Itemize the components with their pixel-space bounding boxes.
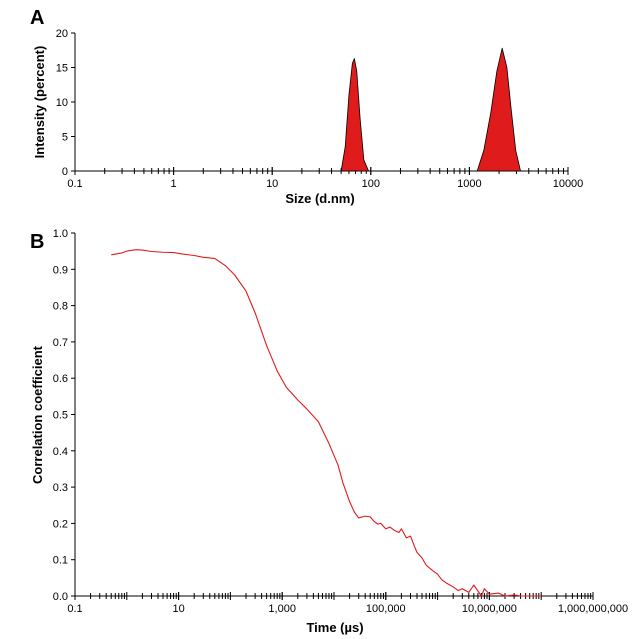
panel-a-label: A <box>30 7 44 29</box>
panel-b-x-axis-title: Time (µs) <box>306 620 363 635</box>
x-tick-label: 10 <box>172 603 184 615</box>
x-tick-label: 10000 <box>553 178 584 190</box>
y-tick-label: 0.7 <box>53 337 68 349</box>
panel-a-chart: 0 5 10 15 20 0.1 1 10 100 1000 10000 <box>56 28 584 190</box>
y-tick-label: 0.1 <box>53 555 68 567</box>
panel-b-label: B <box>30 231 44 253</box>
y-tick-label: 0 <box>62 166 68 178</box>
x-tick-label: 0.1 <box>67 178 82 190</box>
x-tick-label: 100,000 <box>366 603 406 615</box>
x-tick-label: 1000 <box>457 178 481 190</box>
y-tick-label: 0.0 <box>53 591 68 603</box>
y-tick-label: 0.8 <box>53 301 68 313</box>
panel-a-x-axis-title: Size (d.nm) <box>285 191 354 206</box>
y-tick-label: 0.4 <box>53 446 68 458</box>
x-tick-label: 10 <box>266 178 278 190</box>
y-tick-label: 1.0 <box>53 228 68 240</box>
size-distribution-peak-1 <box>340 58 370 172</box>
x-tick-label: 100 <box>362 178 380 190</box>
x-tick-label: 1,000 <box>268 603 296 615</box>
y-tick-label: 0.6 <box>53 373 68 385</box>
y-tick-label: 0.9 <box>53 264 68 276</box>
x-tick-label: 10,000,000 <box>462 603 517 615</box>
y-tick-label: 0.5 <box>53 410 68 422</box>
correlation-curve <box>111 249 542 597</box>
y-tick-label: 20 <box>56 28 68 40</box>
panel-a-y-axis-title: Intensity (percent) <box>32 46 47 159</box>
y-tick-label: 10 <box>56 97 68 109</box>
y-tick-label: 0.2 <box>53 518 68 530</box>
panel-b-chart: 0.00.10.20.30.40.50.60.70.80.91.00.1 10 1,… <box>53 228 628 615</box>
size-distribution-peak-2 <box>476 47 521 172</box>
x-tick-label: 0.1 <box>67 603 82 615</box>
y-tick-label: 15 <box>56 63 68 75</box>
panel-b-y-axis-title: Correlation coefficient <box>30 345 45 484</box>
y-tick-label: 5 <box>62 132 68 144</box>
x-tick-label: 1 <box>171 178 177 190</box>
x-tick-label: 1,000,000,000 <box>558 603 628 615</box>
y-tick-label: 0.3 <box>53 482 68 494</box>
